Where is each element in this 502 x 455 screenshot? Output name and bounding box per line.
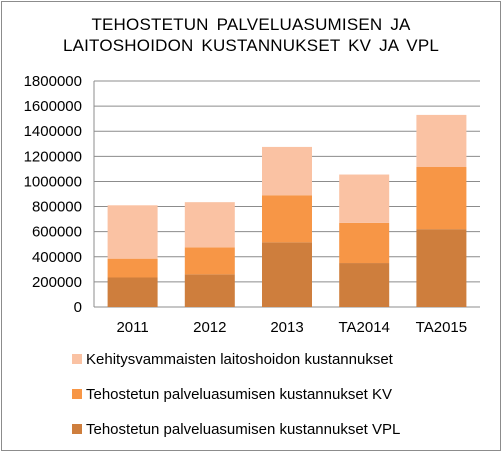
- x-tick-label: TA2015: [416, 319, 467, 336]
- bar-segment-ta2014-series-2: [339, 174, 390, 223]
- bar-segment-ta2014-series-1: [339, 222, 390, 264]
- bar-segment-2012-series-2: [184, 202, 235, 248]
- legend-label: Tehostetun palveluasumisen kustannukset …: [86, 421, 401, 438]
- bar-segment-ta2014-series-0: [339, 263, 390, 307]
- bar-segment-2013-series-1: [262, 195, 312, 243]
- chart-title-line-1: TEHOSTETUN PALVELUASUMISEN JA: [91, 15, 411, 34]
- y-tick-label: 1000000: [24, 173, 82, 190]
- y-tick-label: 800000: [32, 199, 82, 216]
- x-tick-label: 2012: [193, 319, 226, 336]
- x-tick-label: TA2014: [338, 319, 389, 336]
- bar-segment-2012-series-0: [184, 274, 235, 307]
- legend-label: Tehostetun palveluasumisen kustannukset …: [86, 386, 393, 403]
- y-tick-label: 0: [74, 299, 82, 316]
- y-tick-label: 1600000: [24, 98, 82, 115]
- bar-segment-2013-series-0: [262, 242, 312, 307]
- y-tick-label: 200000: [32, 274, 82, 291]
- legend-swatch: [72, 424, 82, 434]
- y-tick-label: 1400000: [24, 123, 82, 140]
- y-tick-label: 1200000: [24, 148, 82, 165]
- y-tick-label: 400000: [32, 249, 82, 266]
- bar-segment-ta2015-series-2: [416, 114, 467, 168]
- x-tick-label: 2013: [270, 319, 303, 336]
- bar-segment-ta2015-series-1: [416, 167, 467, 230]
- y-tick-label: 600000: [32, 224, 82, 241]
- bar-segment-2011-series-1: [107, 258, 158, 278]
- chart-title-line-2: LAITOSHOIDON KUSTANNUKSET KV JA VPL: [62, 36, 440, 55]
- x-tick-label: 2011: [116, 319, 148, 336]
- bar-segment-ta2015-series-0: [416, 229, 467, 307]
- legend-label: Kehitysvammaisten laitoshoidon kustannuk…: [86, 351, 393, 368]
- legend-swatch: [72, 389, 82, 399]
- chart-title: TEHOSTETUN PALVELUASUMISEN JA LAITOSHOID…: [0, 14, 502, 56]
- bar-segment-2013-series-2: [262, 146, 312, 196]
- bar-segment-2011-series-2: [107, 205, 158, 259]
- bar-segment-2012-series-1: [184, 247, 235, 275]
- legend-swatch: [72, 354, 82, 364]
- y-tick-label: 1800000: [24, 73, 82, 90]
- bar-segment-2011-series-0: [107, 277, 158, 307]
